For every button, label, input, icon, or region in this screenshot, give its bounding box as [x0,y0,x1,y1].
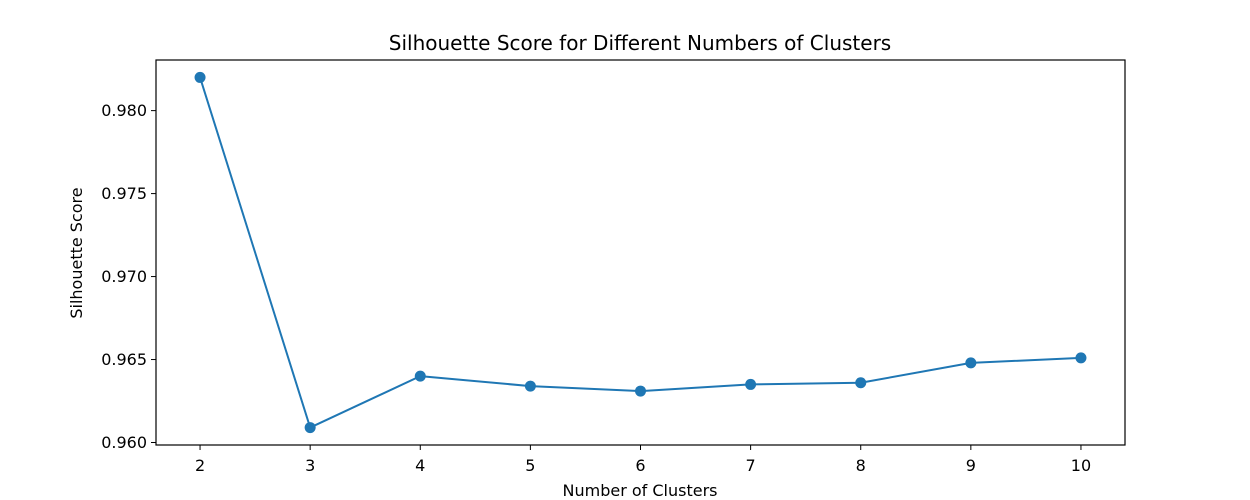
y-tick-label: 0.970 [101,267,147,286]
series-line [199,77,1081,429]
data-point [745,378,757,390]
x-tick-label: 5 [525,456,535,475]
plot-series [194,71,1087,434]
y-tick-label: 0.965 [101,350,147,369]
x-tick-label: 7 [746,456,756,475]
data-point [524,380,536,392]
data-point [855,377,867,389]
data-point [965,357,977,369]
x-tick-label: 4 [415,456,425,475]
data-point [194,71,206,83]
x-axis-ticks: 2 3 4 5 6 7 8 9 10 [195,445,1091,475]
plot-frame [155,59,1126,446]
x-tick-label: 3 [305,456,315,475]
data-point [635,385,646,397]
x-tick-label: 10 [1071,456,1091,475]
x-tick-label: 8 [856,456,866,475]
data-point [304,422,316,434]
y-tick-label: 0.960 [101,433,147,452]
y-axis-ticks: 0.960 0.965 0.970 0.975 0.980 [101,101,156,452]
x-tick-label: 6 [635,456,645,475]
y-axis-title: Silhouette Score [67,187,86,318]
x-tick-label: 2 [195,456,205,475]
y-tick-label: 0.975 [101,184,147,203]
data-point [1075,352,1087,364]
x-axis-title: Number of Clusters [563,481,718,500]
y-tick-label: 0.980 [101,101,147,120]
chart-title: Silhouette Score for Different Numbers o… [389,31,891,55]
data-point [414,370,426,382]
x-tick-label: 9 [966,456,976,475]
